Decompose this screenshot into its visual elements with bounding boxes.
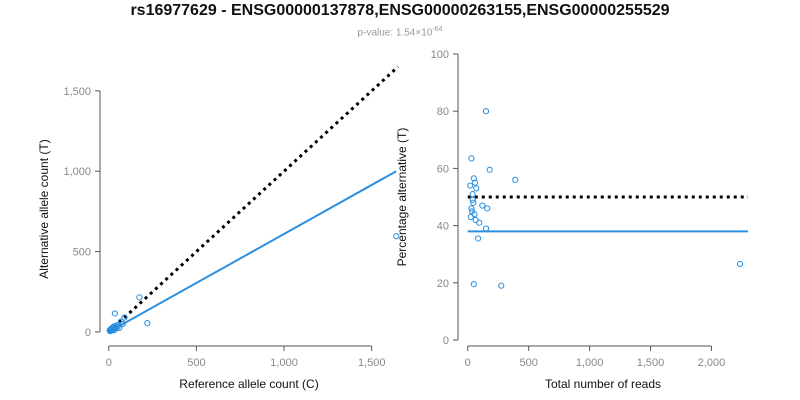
data-point xyxy=(470,281,477,288)
data-point xyxy=(736,260,744,268)
data-point xyxy=(110,327,117,334)
data-point xyxy=(482,108,490,115)
data-point xyxy=(469,191,476,198)
right-scatter-panel: 0 20 40 60 80 100 0 500 1,000 1,500 2,000 Total num… xyxy=(395,49,748,391)
data-point xyxy=(144,320,151,327)
data-point xyxy=(108,325,116,332)
data-point xyxy=(471,211,478,218)
fit-line xyxy=(108,170,397,333)
data-point xyxy=(121,314,128,321)
x-tick-label: 0 xyxy=(465,357,471,369)
y-tick-label: 40 xyxy=(437,221,449,233)
y-tick-label: 80 xyxy=(437,106,449,118)
y-tick-label: 1,000 xyxy=(63,166,91,178)
x-tick-label: 500 xyxy=(519,357,537,369)
pvalue-text: p-value: 1.54×10 xyxy=(357,27,433,39)
data-point xyxy=(472,216,479,223)
y-tick-label: 0 xyxy=(85,327,91,339)
x-tick-label: 2,000 xyxy=(698,357,726,369)
pvalue-exponent: -64 xyxy=(432,26,443,33)
data-point xyxy=(115,321,122,328)
data-point xyxy=(136,294,143,301)
data-point xyxy=(469,196,476,203)
x-tick-label: 1,500 xyxy=(358,357,386,369)
y-tick-label: 1,500 xyxy=(63,86,91,98)
y-tick-label: 20 xyxy=(437,278,449,290)
data-point xyxy=(111,310,119,317)
data-point xyxy=(512,176,519,183)
y-tick-label: 0 xyxy=(443,335,449,347)
data-point xyxy=(471,179,479,186)
data-point xyxy=(393,233,400,240)
data-point xyxy=(470,175,477,182)
y-axis-title: Alternative allele count (T) xyxy=(37,139,51,278)
expected-line xyxy=(107,65,400,334)
y-axis-title: Percentage alternative (T) xyxy=(395,128,409,267)
x-tick-label: 500 xyxy=(187,357,205,369)
chart-title: rs16977629 - ENSG00000137878,ENSG0000026… xyxy=(130,2,670,19)
data-point xyxy=(473,185,480,192)
chart-subtitle: p-value: 1.54×10-64 xyxy=(0,26,800,38)
x-tick-label: 0 xyxy=(106,357,112,369)
data-point xyxy=(479,202,486,209)
left-scatter-panel: 0 500 1,000 1,500 0 500 1,000 1,500 Reference al… xyxy=(37,65,400,391)
y-tick-label: 100 xyxy=(431,49,449,61)
data-point xyxy=(482,225,490,232)
x-tick-label: 1,500 xyxy=(637,357,665,369)
data-point xyxy=(468,205,475,212)
data-point xyxy=(498,282,505,289)
data-point xyxy=(470,199,477,206)
data-point xyxy=(484,205,491,212)
x-tick-label: 1,000 xyxy=(270,357,298,369)
x-axis-title: Reference allele count (C) xyxy=(179,377,318,391)
data-point xyxy=(111,326,119,333)
data-point xyxy=(486,166,493,173)
data-point xyxy=(468,155,475,162)
data-point xyxy=(467,182,474,189)
x-axis-title: Total number of reads xyxy=(545,377,661,391)
y-tick-label: 60 xyxy=(437,163,449,175)
y-tick-label: 500 xyxy=(73,247,91,259)
x-tick-label: 1,000 xyxy=(576,357,604,369)
data-point xyxy=(475,235,482,242)
